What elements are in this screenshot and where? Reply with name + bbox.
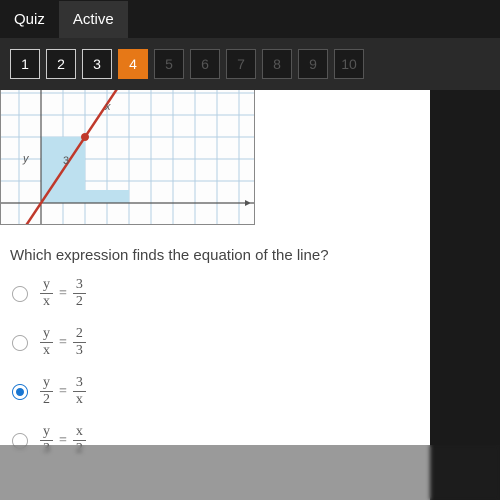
shaded-run — [41, 190, 129, 203]
question-number-2[interactable]: 2 — [46, 49, 76, 79]
question-number-4[interactable]: 4 — [118, 49, 148, 79]
nav-tab-quiz[interactable]: Quiz — [0, 1, 59, 38]
question-number-9[interactable]: 9 — [298, 49, 328, 79]
question-number-3[interactable]: 3 — [82, 49, 112, 79]
graph: x y 3 — [0, 90, 255, 225]
option-expression-3: y2=3x — [40, 376, 86, 407]
option-3[interactable]: y2=3x — [12, 376, 430, 407]
option-2[interactable]: yx=23 — [12, 327, 430, 358]
question-number-1[interactable]: 1 — [10, 49, 40, 79]
label-rise: 3 — [63, 155, 69, 167]
question-nav: 12345678910 — [0, 38, 500, 90]
question-number-7[interactable]: 7 — [226, 49, 256, 79]
option-expression-4: y3=x2 — [40, 425, 86, 456]
option-1[interactable]: yx=32 — [12, 278, 430, 309]
option-expression-1: yx=32 — [40, 278, 86, 309]
radio-1[interactable] — [12, 286, 28, 302]
radio-2[interactable] — [12, 335, 28, 351]
question-number-10[interactable]: 10 — [334, 49, 364, 79]
question-number-6[interactable]: 6 — [190, 49, 220, 79]
graph-svg: x y 3 — [1, 90, 255, 225]
radio-3[interactable] — [12, 384, 28, 400]
top-nav: Quiz Active — [0, 0, 500, 38]
question-text: Which expression finds the equation of t… — [10, 247, 430, 264]
content-panel: x y 3 Which expression finds the equatio… — [0, 90, 430, 500]
radio-4[interactable] — [12, 433, 28, 449]
label-x: x — [104, 101, 111, 113]
option-4[interactable]: y3=x2 — [12, 425, 430, 456]
question-number-5[interactable]: 5 — [154, 49, 184, 79]
question-number-8[interactable]: 8 — [262, 49, 292, 79]
nav-tab-active[interactable]: Active — [59, 1, 128, 38]
options-list: yx=32 yx=23 y2=3x y3=x2 — [12, 278, 430, 456]
graph-point — [81, 133, 89, 141]
option-expression-2: yx=23 — [40, 327, 86, 358]
